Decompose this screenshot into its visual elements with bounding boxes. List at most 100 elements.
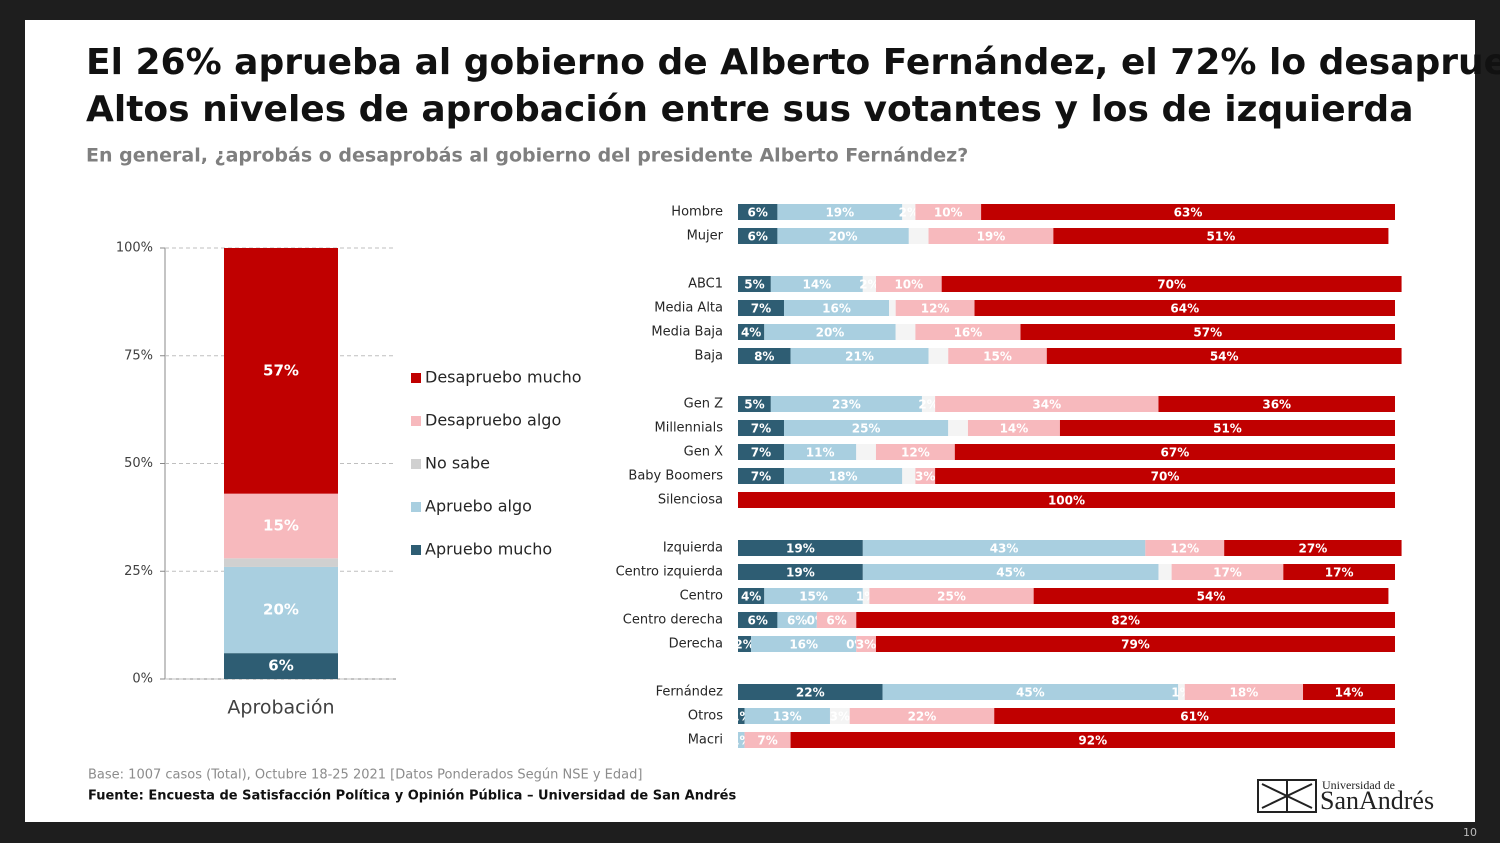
value-label: 6% <box>826 614 846 628</box>
y-tick-label: 25% <box>124 564 153 579</box>
value-label: 51% <box>1213 422 1242 436</box>
bar-segment <box>908 228 929 244</box>
value-label: 7% <box>757 734 777 748</box>
value-label: 10% <box>894 278 923 292</box>
bar-segment <box>738 684 883 700</box>
category-label: Otros <box>688 709 723 724</box>
value-label: 12% <box>921 302 950 316</box>
value-label: 3% <box>915 470 935 484</box>
bar-segment <box>738 396 771 412</box>
legend-label: Desapruebo algo <box>425 411 561 430</box>
bar-segment <box>1224 540 1402 556</box>
bar-segment <box>777 228 909 244</box>
bar-segment <box>738 324 765 340</box>
bar-segment <box>1053 228 1389 244</box>
value-label: 22% <box>908 710 937 724</box>
bar-segment <box>224 248 338 494</box>
bar-segment <box>738 444 784 460</box>
value-label: 15% <box>983 350 1012 364</box>
bar-segment <box>744 732 791 748</box>
value-label: 34% <box>1032 398 1061 412</box>
bar-segment <box>770 396 922 412</box>
value-label: 19% <box>825 206 854 220</box>
bar-segment <box>895 324 916 340</box>
bar-segment <box>738 468 784 484</box>
bar-segment <box>751 636 857 652</box>
bar-segment <box>1171 564 1284 580</box>
bar-segment <box>764 588 863 604</box>
value-label: 6% <box>748 206 768 220</box>
value-label: 6% <box>748 614 768 628</box>
bar-segment <box>1178 684 1185 700</box>
category-label: Centro <box>680 589 723 604</box>
value-label: 63% <box>1174 206 1203 220</box>
value-label: 16% <box>822 302 851 316</box>
bar-segment <box>738 708 745 724</box>
logo-text: Universidad de <box>1322 778 1395 792</box>
logo: Universidad de SanAndrés <box>1257 778 1434 815</box>
value-label: 43% <box>990 542 1019 556</box>
value-label: 17% <box>1213 566 1242 580</box>
value-label: 15% <box>263 516 299 534</box>
bar-segment <box>738 492 1395 508</box>
bar-segment <box>974 300 1395 316</box>
value-label: 7% <box>751 470 771 484</box>
value-label: 7% <box>751 422 771 436</box>
value-label: 14% <box>1335 686 1364 700</box>
bar-segment <box>875 636 1395 652</box>
bar-segment <box>862 276 876 292</box>
bar-segment <box>856 612 1395 628</box>
legend-label: Apruebo mucho <box>425 540 552 559</box>
bar-segment <box>1046 348 1402 364</box>
legend-label: No sabe <box>425 454 490 473</box>
value-label: 23% <box>832 398 861 412</box>
bar-segment <box>862 540 1146 556</box>
bar-segment <box>777 204 903 220</box>
value-label: 5% <box>744 398 764 412</box>
value-label: 15% <box>799 590 828 604</box>
bar-segment <box>1145 540 1225 556</box>
bar-segment <box>875 444 955 460</box>
category-label: Hombre <box>671 205 723 220</box>
bar-segment <box>224 653 338 679</box>
value-label: 51% <box>1207 230 1236 244</box>
bar-segment <box>882 684 1179 700</box>
bar-segment <box>738 612 778 628</box>
value-label: 36% <box>1262 398 1291 412</box>
value-label: 19% <box>977 230 1006 244</box>
bar-segment <box>902 468 916 484</box>
legend-label: Desapruebo mucho <box>425 368 582 387</box>
category-label: Fernández <box>656 685 724 700</box>
subtitle: En general, ¿aprobás o desaprobás al gob… <box>86 145 968 167</box>
value-label: 54% <box>1197 590 1226 604</box>
bar-segment <box>1158 564 1172 580</box>
category-label: Mujer <box>687 229 724 244</box>
value-label: 18% <box>1230 686 1259 700</box>
category-label: Baby Boomers <box>628 469 723 484</box>
value-label: 45% <box>996 566 1025 580</box>
category-label: Gen X <box>684 445 723 460</box>
bar-segment <box>783 420 949 436</box>
y-tick-label: 100% <box>116 241 153 256</box>
legend-swatch <box>411 545 421 555</box>
value-label: 25% <box>937 590 966 604</box>
value-label: 2% <box>859 278 879 292</box>
category-label: Baja <box>695 349 723 364</box>
value-label: 3% <box>856 638 876 652</box>
value-label: 6% <box>268 657 293 675</box>
bar-segment <box>738 348 791 364</box>
category-label: Macri <box>688 733 723 748</box>
bar-segment <box>224 566 338 654</box>
x-tick-label: Aprobación <box>227 697 334 719</box>
value-label: 67% <box>1161 446 1190 460</box>
value-label: 6% <box>748 230 768 244</box>
bar-segment <box>1020 324 1395 340</box>
bar-segment <box>744 708 830 724</box>
bar-segment <box>915 468 936 484</box>
bar-segment <box>777 612 817 628</box>
bar-segment <box>862 588 870 604</box>
bar-segment <box>1283 564 1395 580</box>
value-label: 3% <box>830 710 850 724</box>
value-label: 13% <box>773 710 802 724</box>
category-label: Millennials <box>655 421 724 436</box>
